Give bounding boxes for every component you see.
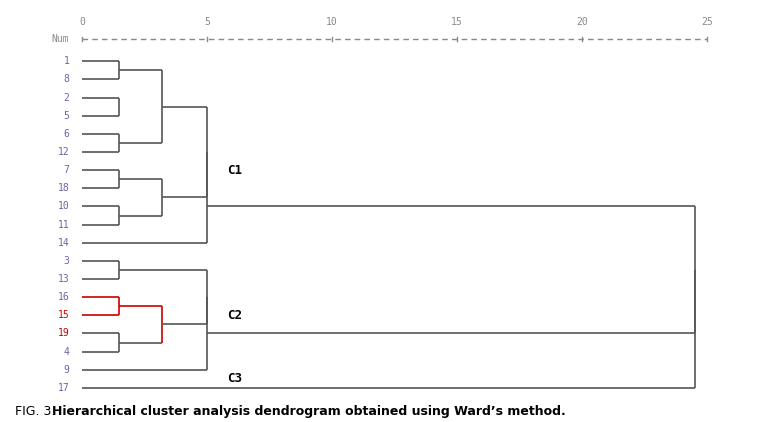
Text: 14: 14	[58, 238, 70, 248]
Text: 13: 13	[58, 274, 70, 284]
Text: 6: 6	[63, 129, 70, 139]
Text: 16: 16	[58, 292, 70, 302]
Text: 4: 4	[63, 346, 70, 357]
Text: FIG. 3.: FIG. 3.	[15, 405, 60, 418]
Text: 1: 1	[63, 57, 70, 66]
Text: Num: Num	[52, 34, 70, 44]
Text: 10: 10	[326, 17, 338, 27]
Text: 8: 8	[63, 75, 70, 84]
Text: 5: 5	[204, 17, 210, 27]
Text: C1: C1	[227, 164, 242, 177]
Text: Hierarchical cluster analysis dendrogram obtained using Ward’s method.: Hierarchical cluster analysis dendrogram…	[52, 405, 565, 418]
Text: 20: 20	[576, 17, 588, 27]
Text: C2: C2	[227, 309, 242, 322]
Text: 0: 0	[79, 17, 85, 27]
Text: 5: 5	[63, 111, 70, 121]
Text: C3: C3	[227, 372, 242, 385]
Text: 9: 9	[63, 365, 70, 375]
Text: 2: 2	[63, 93, 70, 103]
Text: 15: 15	[58, 310, 70, 320]
Text: 3: 3	[63, 256, 70, 266]
Text: 19: 19	[58, 328, 70, 338]
Text: 18: 18	[58, 183, 70, 193]
Text: 7: 7	[63, 165, 70, 175]
Text: 17: 17	[58, 383, 70, 393]
Text: 12: 12	[58, 147, 70, 157]
Text: 11: 11	[58, 219, 70, 230]
Text: 25: 25	[701, 17, 713, 27]
Text: 15: 15	[451, 17, 463, 27]
Text: 10: 10	[58, 201, 70, 211]
